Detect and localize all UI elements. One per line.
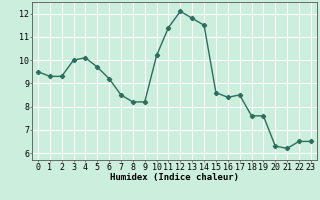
X-axis label: Humidex (Indice chaleur): Humidex (Indice chaleur) xyxy=(110,173,239,182)
